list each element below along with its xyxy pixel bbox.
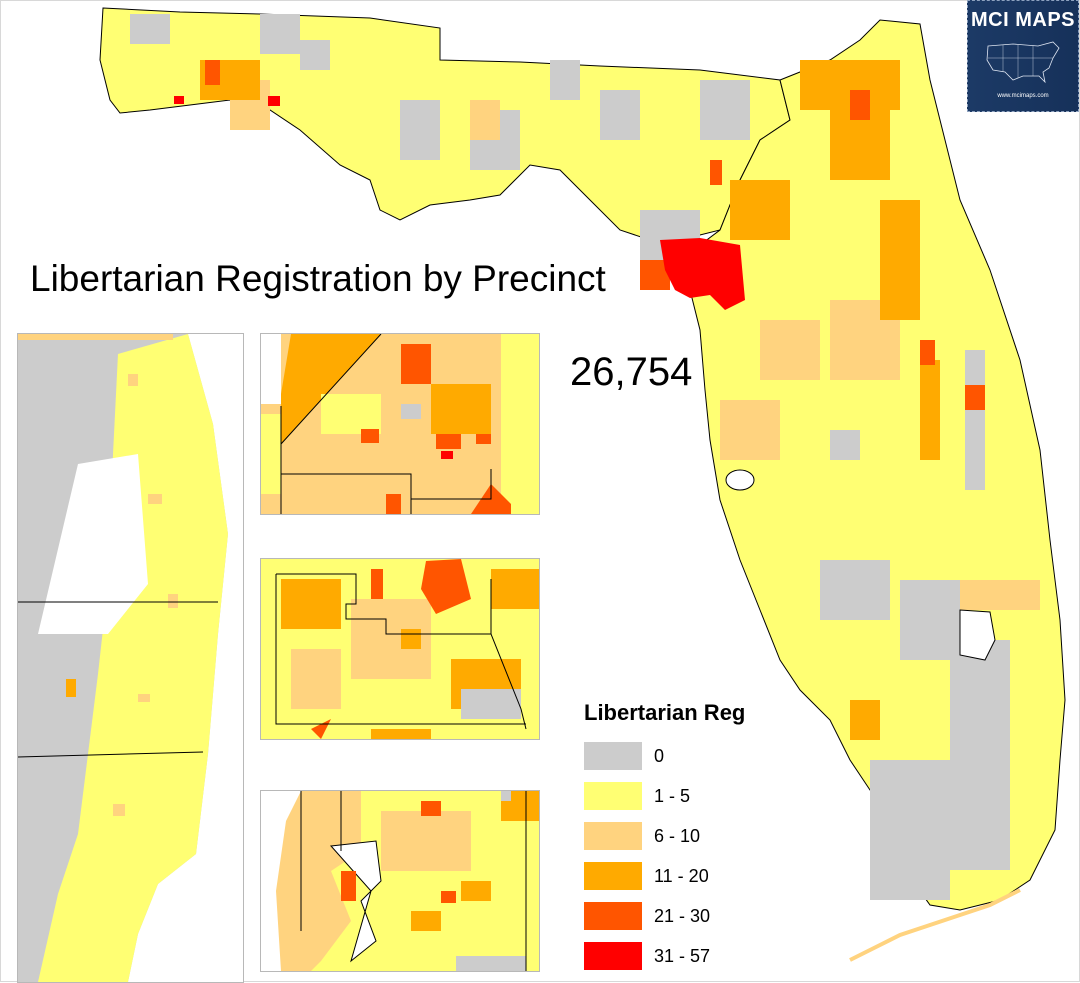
us-map-icon bbox=[986, 41, 1060, 84]
legend-swatch bbox=[584, 942, 642, 970]
legend-item-6-10: 6 - 10 bbox=[584, 816, 745, 856]
legend-item-0: 0 bbox=[584, 736, 745, 776]
orlando-inset bbox=[260, 558, 540, 740]
lake-okeechobee bbox=[959, 609, 996, 661]
south-florida-inset bbox=[17, 333, 244, 983]
legend-item-31-57: 31 - 57 bbox=[584, 936, 745, 976]
legend-swatch bbox=[584, 902, 642, 930]
legend-item-1-5: 1 - 5 bbox=[584, 776, 745, 816]
high-precincts bbox=[205, 60, 985, 410]
legend-label: 21 - 30 bbox=[654, 905, 711, 926]
legend-swatch bbox=[584, 742, 642, 770]
logo-url: www.mcimaps.com bbox=[997, 93, 1049, 99]
legend-label: 0 bbox=[654, 745, 665, 766]
legend-label: 11 - 20 bbox=[654, 865, 709, 886]
jacksonville-inset bbox=[260, 333, 540, 515]
tampa-inset bbox=[260, 790, 540, 972]
legend-swatch bbox=[584, 782, 642, 810]
legend-title: Libertarian Reg bbox=[584, 700, 746, 725]
legend-swatch bbox=[584, 822, 642, 850]
tampa-bay bbox=[725, 469, 755, 491]
panhandle-region bbox=[99, 7, 791, 241]
legend-label: 31 - 57 bbox=[654, 945, 711, 966]
low-mid-precincts bbox=[230, 80, 1040, 610]
florida-keys bbox=[849, 888, 1021, 962]
mid-precincts bbox=[200, 60, 940, 740]
map-title: Libertarian Registration by Precinct bbox=[30, 258, 606, 299]
legend-item-21-30: 21 - 30 bbox=[584, 896, 745, 936]
legend-swatch bbox=[584, 862, 642, 890]
legend-item-11-20: 11 - 20 bbox=[584, 856, 745, 896]
highest-precincts bbox=[174, 96, 745, 310]
mci-maps-logo: MCI MAPS www.mcimaps.com bbox=[967, 0, 1079, 112]
total-registrations: 26,754 bbox=[570, 350, 693, 394]
legend-label: 6 - 10 bbox=[654, 825, 701, 846]
logo-name: MCI MAPS bbox=[971, 9, 1075, 31]
legend-label: 1 - 5 bbox=[654, 785, 691, 806]
legend: Libertarian Reg 0 1 - 5 6 - 10 11 - 20 2… bbox=[584, 700, 745, 976]
